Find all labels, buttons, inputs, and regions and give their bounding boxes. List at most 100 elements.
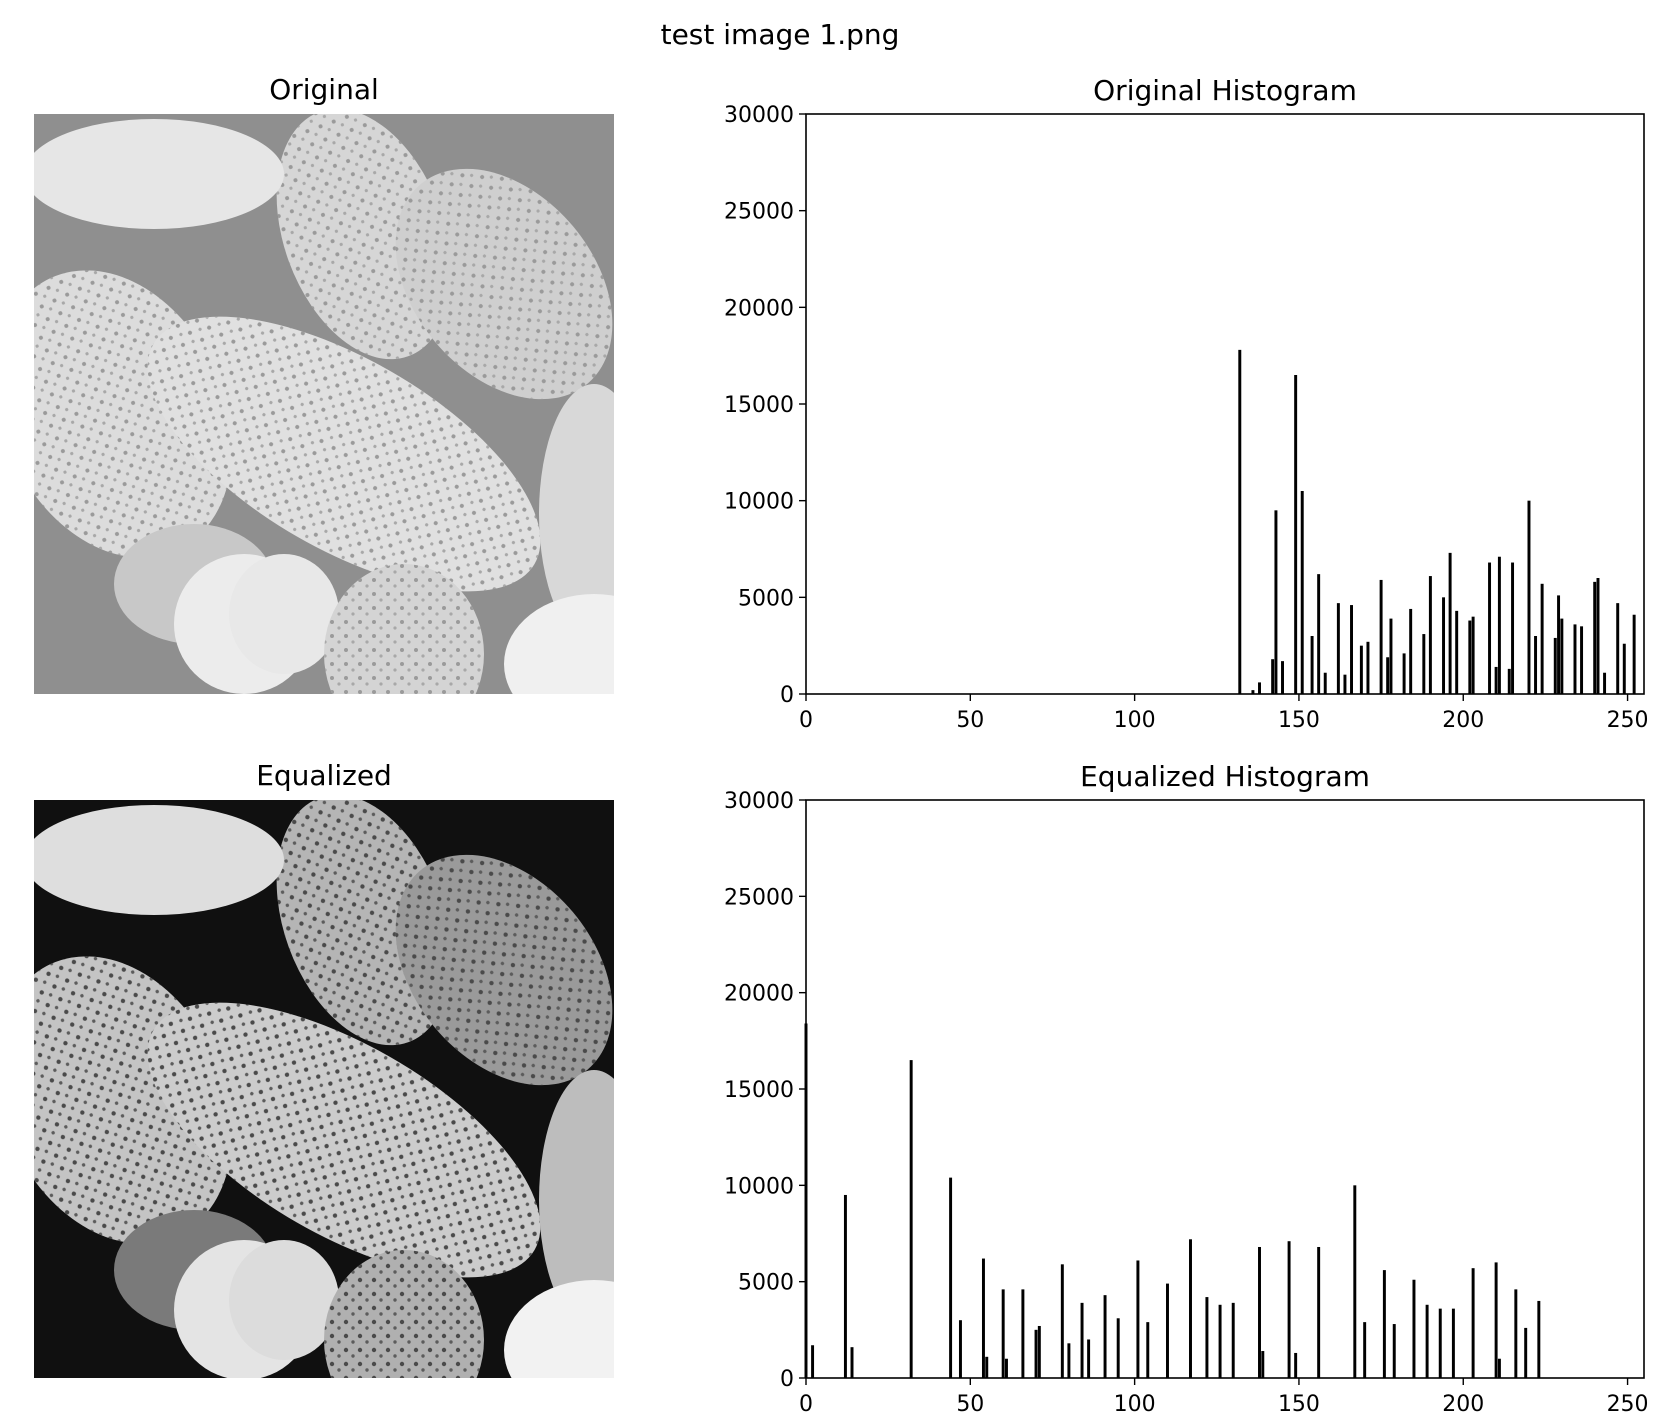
- original-histogram-bar: [1497, 556, 1501, 694]
- equalized-histogram-bar: [1001, 1289, 1005, 1378]
- original-histogram-y-tick-label: 10000: [724, 490, 794, 515]
- original-histogram-y-tick-label: 0: [780, 683, 794, 708]
- equalized-histogram-bar: [1317, 1246, 1321, 1378]
- original-histogram-x-tick-label: 50: [956, 708, 984, 733]
- equalized-histogram-x-tick-label: 200: [1442, 1392, 1484, 1417]
- equalized-histogram-bar: [1067, 1343, 1071, 1378]
- original-histogram-bar: [1557, 595, 1561, 694]
- equalized-histogram-x-tick-label: 100: [1114, 1392, 1156, 1417]
- equalized-histogram-axes-frame: [805, 799, 1645, 1379]
- equalized-histogram-y-tick-label: 5000: [738, 1271, 794, 1296]
- original-histogram-bar: [1323, 672, 1327, 694]
- original-histogram-bar: [1238, 349, 1242, 694]
- equalized-histogram-bar: [1021, 1289, 1025, 1378]
- equalized-histogram-bar: [1037, 1325, 1041, 1378]
- original-histogram-bar: [1573, 624, 1577, 694]
- original-histogram-bar: [1379, 579, 1383, 694]
- original-histogram-bar: [1488, 562, 1492, 694]
- original-histogram-y-tick-label: 15000: [724, 393, 794, 418]
- original-histogram-bar: [1251, 690, 1255, 694]
- original-histogram-bar: [1596, 578, 1600, 694]
- equalized-histogram-y-tick-label: 15000: [724, 1078, 794, 1103]
- equalized-histogram-bar: [1034, 1329, 1038, 1378]
- equalized-image-title: Equalized: [256, 759, 392, 792]
- original-histogram-bar: [1511, 562, 1515, 694]
- original-histogram-bar: [1494, 666, 1498, 694]
- equalized-histogram-bar: [1425, 1304, 1429, 1378]
- original-histogram-bar: [1468, 620, 1472, 694]
- original-histogram-bar: [1632, 614, 1636, 694]
- equalized-histogram-bar: [1451, 1308, 1455, 1378]
- original-histogram-x-tick-label: 100: [1114, 708, 1156, 733]
- equalized-histogram-bar: [949, 1177, 953, 1378]
- equalized-histogram-bar: [1004, 1358, 1008, 1378]
- original-histogram-bar: [1409, 608, 1413, 694]
- equalized-histogram-bar: [1261, 1351, 1265, 1378]
- equalized-histogram-bar: [1438, 1308, 1442, 1378]
- original-histogram-x-tick-label: 200: [1442, 708, 1484, 733]
- equalized-histogram-bar: [985, 1356, 989, 1378]
- equalized-histogram-bar: [1294, 1352, 1298, 1378]
- equalized-histogram-bar: [1537, 1300, 1541, 1378]
- equalized-histogram-bar: [843, 1194, 847, 1378]
- equalized-histogram-bar: [811, 1345, 815, 1378]
- equalized-histogram-bar: [1218, 1304, 1222, 1378]
- original-histogram-bar: [1553, 637, 1557, 694]
- original-histogram-bar: [1300, 491, 1304, 694]
- equalized-histogram-bar: [850, 1347, 854, 1378]
- original-image-title: Original: [269, 73, 379, 106]
- original-histogram-bar: [1580, 626, 1584, 694]
- original-histogram-bar: [1455, 610, 1459, 694]
- equalized-histogram-y-tick-label: 0: [780, 1367, 794, 1392]
- original-histogram-title: Original Histogram: [1093, 74, 1357, 107]
- original-histogram-y-tick-label: 5000: [738, 586, 794, 611]
- original-histogram-bar: [1616, 603, 1620, 694]
- equalized-histogram-x-tick-label: 250: [1607, 1392, 1649, 1417]
- original-histogram-bar: [1281, 661, 1284, 694]
- equalized-histogram-x-tick-label: 50: [956, 1392, 984, 1417]
- equalized-histogram-bar: [1412, 1279, 1416, 1378]
- equalized-histogram-bar: [1116, 1318, 1120, 1378]
- equalized-histogram-title: Equalized Histogram: [1080, 760, 1370, 793]
- equalized-histogram-bar: [1392, 1324, 1396, 1378]
- original-histogram-bar: [1527, 500, 1531, 694]
- equalized-histogram-bar: [1514, 1289, 1518, 1378]
- original-histogram-bar: [1386, 657, 1390, 694]
- equalized-histogram-bar: [1087, 1339, 1091, 1378]
- original-histogram-bar: [1366, 641, 1370, 694]
- equalized-image: [34, 800, 614, 1378]
- original-histogram-bar: [1271, 659, 1275, 694]
- original-histogram-bar: [1428, 576, 1432, 694]
- equalized-histogram-bar: [1382, 1270, 1386, 1378]
- original-histogram-bar: [1471, 616, 1475, 694]
- original-histogram-bar: [1359, 645, 1363, 694]
- equalized-histogram-y-tick-label: 20000: [724, 982, 794, 1007]
- equalized-histogram-bar: [909, 1060, 913, 1378]
- equalized-histogram-bar: [1166, 1283, 1169, 1378]
- equalized-histogram-bar: [1287, 1241, 1291, 1378]
- original-histogram-y-tick-label: 25000: [724, 200, 794, 225]
- equalized-histogram-y-tick-label: 30000: [724, 789, 794, 814]
- equalized-histogram-bar: [1497, 1358, 1501, 1378]
- equalized-histogram-bar: [958, 1320, 962, 1378]
- equalized-histogram-x-tick-label: 150: [1278, 1392, 1320, 1417]
- equalized-histogram-bar: [1103, 1295, 1107, 1378]
- equalized-histogram-bar: [1471, 1268, 1475, 1378]
- original-histogram-x-tick-label: 250: [1607, 708, 1649, 733]
- original-histogram-bar: [1560, 618, 1564, 694]
- original-histogram-x-tick-label: 0: [799, 708, 813, 733]
- equalized-histogram-bar: [1205, 1297, 1209, 1378]
- original-histogram-y-tick-label: 30000: [724, 103, 794, 128]
- original-histogram-bar: [1343, 674, 1347, 694]
- equalized-histogram-bar: [1136, 1260, 1140, 1378]
- original-histogram-bar: [1258, 682, 1261, 694]
- equalized-histogram-bar: [1189, 1239, 1192, 1378]
- equalized-histogram-bar: [1353, 1185, 1357, 1378]
- original-histogram-y-tick-label: 20000: [724, 296, 794, 321]
- original-histogram-bar: [1274, 510, 1278, 694]
- equalized-histogram-bar: [1146, 1322, 1150, 1378]
- original-histogram-bar: [1448, 552, 1452, 694]
- figure-title: test image 1.png: [660, 18, 900, 51]
- original-histogram-bar: [1534, 636, 1538, 694]
